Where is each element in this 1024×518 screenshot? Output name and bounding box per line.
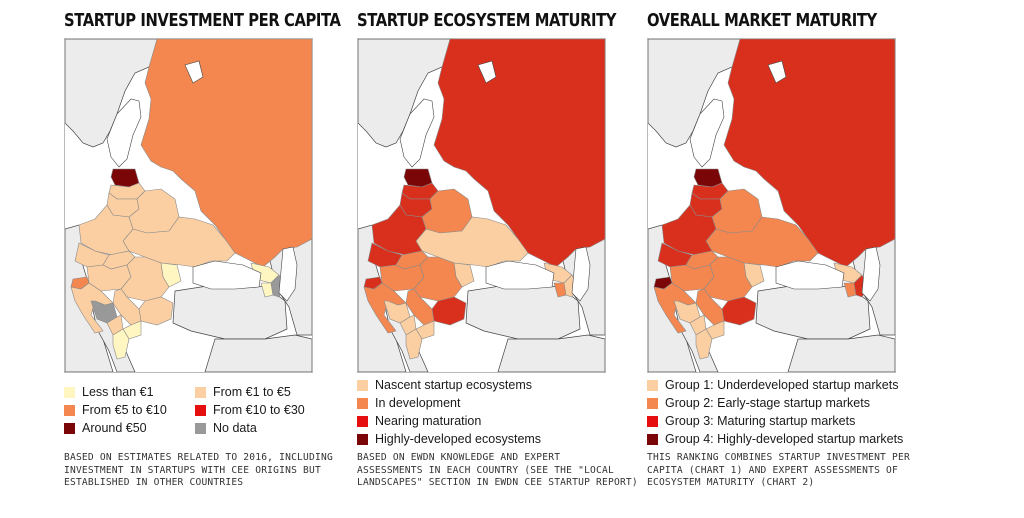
- footnote: BASED ON EWDN KNOWLEDGE AND EXPERT ASSES…: [357, 452, 638, 490]
- legend-item: Highly-developed ecosystems: [357, 432, 541, 446]
- legend-swatch: [64, 404, 75, 416]
- footnote-line: ESTABLISHED IN OTHER COUNTRIES: [64, 477, 244, 488]
- legend-item: From €1 to €5: [195, 385, 291, 399]
- country-romania: [120, 256, 170, 302]
- black-sea: [192, 260, 262, 290]
- legend-item: Around €50: [64, 421, 147, 435]
- footnote-line: LANDSCAPES" SECTION IN EWDN CEE STARTUP …: [357, 477, 638, 488]
- legend-item: Nearing maturation: [357, 414, 481, 428]
- panel-ecosystem-maturity: STARTUP ECOSYSTEM MATURITY Nascent start…: [357, 0, 657, 518]
- legend-swatch: [357, 397, 368, 409]
- country-montenegro: [106, 314, 124, 336]
- legend-swatch: [64, 422, 75, 434]
- legend-label: Less than €1: [82, 385, 154, 399]
- legend-swatch: [357, 433, 368, 445]
- country-montenegro: [689, 314, 707, 336]
- map-ecosystem-maturity: [357, 38, 606, 373]
- legend-swatch: [64, 386, 75, 398]
- legend-item: Group 4: Highly-developed startup market…: [647, 432, 903, 446]
- legend-item: Group 2: Early-stage startup markets: [647, 396, 870, 410]
- middle-east-land: [204, 334, 312, 372]
- footnote-line: CAPITA (CHART 1) AND EXPERT ASSESSMENTS …: [647, 464, 898, 476]
- baltic-sea: [689, 98, 725, 168]
- legend-swatch: [647, 433, 658, 445]
- caspian-sea: [278, 246, 298, 302]
- country-romania: [413, 256, 463, 302]
- white-sea: [767, 60, 787, 84]
- footnote-line: ECOSYSTEM MATURITY (CHART 2): [647, 477, 815, 488]
- black-sea: [775, 260, 845, 290]
- footnote-line: BASED ON EWDN KNOWLEDGE AND EXPERT: [357, 452, 561, 463]
- panel-investment-per-capita: STARTUP INVESTMENT PER CAPITA Less than …: [64, 0, 364, 518]
- country-baltic-est: [110, 168, 140, 188]
- legend-label: From €1 to €5: [213, 385, 291, 399]
- legend-swatch: [195, 404, 206, 416]
- legend-swatch: [357, 415, 368, 427]
- legend-label: Nascent startup ecosystems: [375, 378, 533, 392]
- legend-item: No data: [195, 421, 257, 435]
- panel-overall-market-maturity: OVERALL MARKET MATURITY Group 1: Underde…: [647, 0, 997, 518]
- footnote-line: ASSESSMENTS IN EACH COUNTRY (SEE THE "LO…: [357, 464, 614, 476]
- country-ukraine: [122, 216, 236, 268]
- legend-label: Nearing maturation: [375, 414, 482, 428]
- footnote-line: BASED ON ESTIMATES RELATED TO 2016, INCL…: [64, 452, 333, 463]
- legend-item: From €5 to €10: [64, 403, 167, 417]
- legend-swatch: [195, 386, 206, 398]
- legend-item: In development: [357, 396, 460, 410]
- panel-title: OVERALL MARKET MATURITY: [647, 10, 877, 31]
- country-bulgaria: [431, 296, 467, 326]
- country-baltic-est: [403, 168, 433, 188]
- country-bosnia: [383, 300, 411, 324]
- legend-label: Group 1: Underdeveloped startup markets: [665, 378, 899, 392]
- legend-item: Group 3: Maturing startup markets: [647, 414, 855, 428]
- country-bosnia: [90, 300, 118, 324]
- footnote: BASED ON ESTIMATES RELATED TO 2016, INCL…: [64, 452, 333, 490]
- baltic-sea: [106, 98, 142, 168]
- legend-label: In development: [375, 396, 461, 410]
- country-albania: [695, 328, 713, 360]
- country-montenegro: [399, 314, 417, 336]
- legend-label: From €5 to €10: [82, 403, 167, 417]
- legend-swatch: [647, 397, 658, 409]
- country-bulgaria: [721, 296, 757, 326]
- country-bulgaria: [138, 296, 174, 326]
- caspian-sea: [571, 246, 591, 302]
- legend-label: Group 2: Early-stage startup markets: [665, 396, 870, 410]
- map-investment-per-capita: [64, 38, 313, 373]
- footnote: THIS RANKING COMBINES STARTUP INVESTMENT…: [647, 452, 910, 490]
- legend-swatch: [647, 415, 658, 427]
- legend-swatch: [195, 422, 206, 434]
- middle-east-land: [497, 334, 605, 372]
- legend-label: Around €50: [82, 421, 147, 435]
- panel-title: STARTUP INVESTMENT PER CAPITA: [64, 10, 341, 31]
- country-albania: [405, 328, 423, 360]
- legend-swatch: [357, 379, 368, 391]
- country-baltic-est: [693, 168, 723, 188]
- legend-item: Group 1: Underdeveloped startup markets: [647, 378, 898, 392]
- white-sea: [184, 60, 204, 84]
- legend-label: From €10 to €30: [213, 403, 305, 417]
- white-sea: [477, 60, 497, 84]
- legend-label: No data: [213, 421, 257, 435]
- country-albania: [112, 328, 130, 360]
- black-sea: [485, 260, 555, 290]
- baltic-sea: [399, 98, 435, 168]
- caspian-sea: [861, 246, 881, 302]
- legend-swatch: [647, 379, 658, 391]
- footnote-line: THIS RANKING COMBINES STARTUP INVESTMENT…: [647, 452, 910, 463]
- legend-label: Group 4: Highly-developed startup market…: [665, 432, 904, 446]
- country-ukraine: [415, 216, 529, 268]
- legend-item: From €10 to €30: [195, 403, 305, 417]
- legend-item: Less than €1: [64, 385, 154, 399]
- panel-title: STARTUP ECOSYSTEM MATURITY: [357, 10, 617, 31]
- country-romania: [703, 256, 753, 302]
- legend-label: Highly-developed ecosystems: [375, 432, 542, 446]
- legend-label: Group 3: Maturing startup markets: [665, 414, 856, 428]
- middle-east-land: [787, 334, 895, 372]
- footnote-line: INVESTMENT IN STARTUPS WITH CEE ORIGINS …: [64, 464, 321, 476]
- legend-item: Nascent startup ecosystems: [357, 378, 532, 392]
- map-overall-market-maturity: [647, 38, 896, 373]
- country-ukraine: [705, 216, 819, 268]
- country-bosnia: [673, 300, 701, 324]
